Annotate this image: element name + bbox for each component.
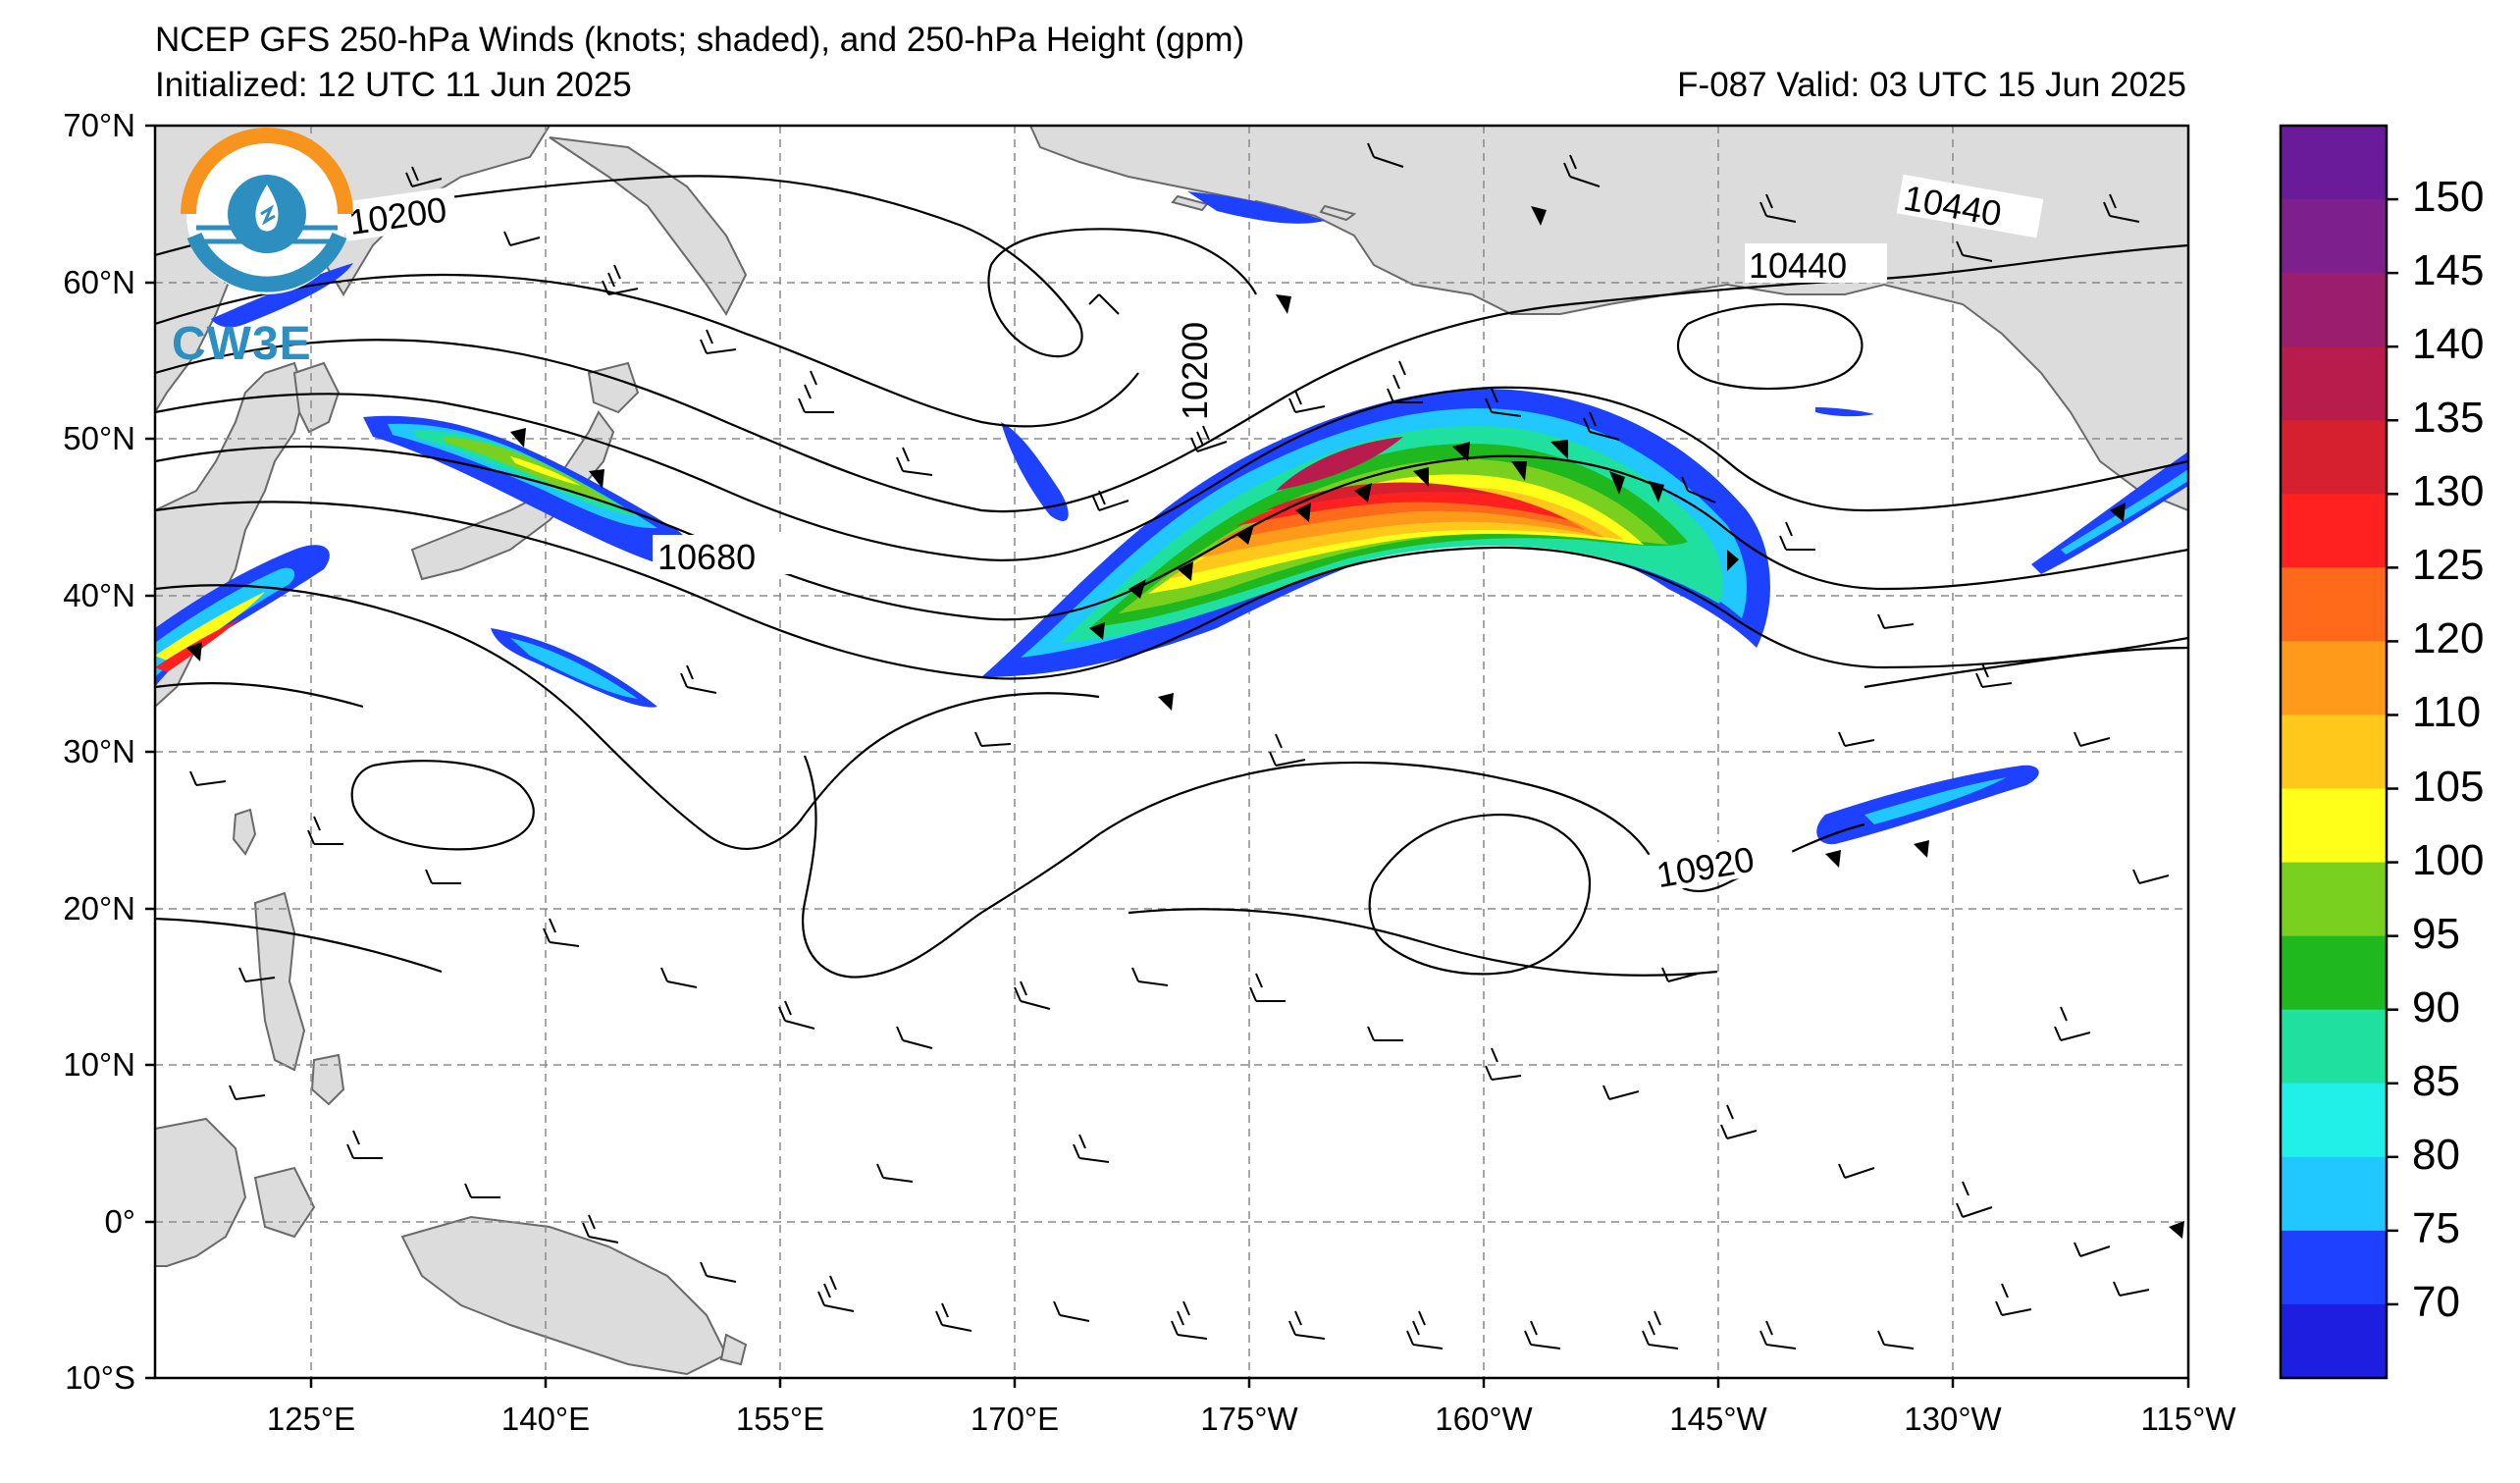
cw3e-logo [181,128,353,294]
colorbar-cell [2281,126,2387,200]
lon-label-130w: 130°W [1904,1401,2002,1437]
lat-label-60n: 60°N [63,264,135,300]
colorbar-label: 80 [2412,1130,2460,1179]
colorbar-cell [2281,1009,2387,1085]
axis-ticks [145,124,2190,1388]
colorbar-cell [2281,715,2387,790]
wind-flags [186,206,2184,1239]
colorbar-cell [2281,1156,2387,1232]
lat-label-10n: 10°N [63,1046,135,1083]
colorbar-cell [2281,1303,2387,1379]
lon-label-170e: 170°E [970,1401,1060,1437]
colorbar-label: 150 [2412,173,2485,222]
lon-label-115w: 115°W [2140,1401,2236,1437]
lon-label-160w: 160°W [1435,1401,1533,1437]
colorbar-cell [2281,641,2387,715]
colorbar [2279,124,2398,1380]
colorbar-cell [2281,862,2387,937]
logo-text: CW3E [172,318,312,370]
colorbar-label: 100 [2412,835,2485,884]
map-title: NCEP GFS 250-hPa Winds (knots; shaded), … [155,21,1245,59]
colorbar-cell [2281,420,2387,495]
lat-label-30n: 30°N [63,733,135,769]
lon-label-125e: 125°E [266,1401,356,1437]
colorbar-cell [2281,788,2387,864]
lat-label-0: 0° [104,1203,135,1240]
lat-label-40n: 40°N [63,577,135,613]
colorbar-label: 70 [2412,1277,2460,1326]
lon-label-155e: 155°E [735,1401,825,1437]
colorbar-cell [2281,1083,2387,1158]
initialized-time: Initialized: 12 UTC 11 Jun 2025 [155,66,632,104]
valid-time: F-087 Valid: 03 UTC 15 Jun 2025 [1677,66,2186,104]
svg-text:10200: 10200 [1175,322,1215,420]
lon-label-175w: 175°W [1200,1401,1298,1437]
colorbar-label: 90 [2412,982,2460,1032]
colorbar-cell [2281,273,2387,347]
colorbar-cell [2281,199,2387,274]
colorbar-label: 75 [2412,1203,2460,1252]
lon-label-140e: 140°E [500,1401,591,1437]
lat-label-50n: 50°N [63,420,135,456]
colorbar-cell [2281,1230,2387,1305]
colorbar-label: 120 [2412,614,2485,663]
colorbar-label: 130 [2412,467,2485,516]
colorbar-label: 140 [2412,320,2485,369]
contour-label-4: 10200 [1168,294,1217,422]
contour-label-5: 10680 [653,535,795,577]
colorbar-cell [2281,346,2387,421]
wind-barbs [189,142,2170,1350]
svg-text:10680: 10680 [657,537,756,577]
colorbar-cell [2281,494,2387,568]
colorbar-label: 85 [2412,1056,2460,1105]
colorbar-cell [2281,935,2387,1011]
lat-label-10s: 10°S [65,1359,135,1396]
colorbar-label: 110 [2412,688,2482,737]
colorbar-label: 95 [2412,909,2460,958]
svg-text:10440: 10440 [1749,245,1847,286]
colorbar-label: 105 [2412,762,2485,811]
colorbar-cell [2281,567,2387,642]
lat-label-70n: 70°N [63,107,135,143]
lon-label-145w: 145°W [1669,1401,1767,1437]
colorbar-label: 135 [2412,394,2485,443]
contour-label-3: 10440 [1745,243,1887,286]
colorbar-label: 145 [2412,246,2485,295]
colorbar-label: 125 [2412,541,2485,590]
lat-label-20n: 20°N [63,890,135,927]
